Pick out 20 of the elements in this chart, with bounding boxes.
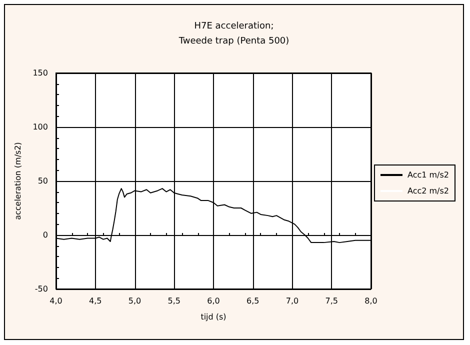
x-tick-label: 4,0 [50, 296, 62, 306]
chart-subtitle: Tweede trap (Penta 500) [178, 36, 290, 46]
x-tick-label: 4,5 [89, 296, 102, 306]
chart-title: H7E acceleration; [194, 22, 274, 32]
x-tick-label: 6,5 [246, 296, 260, 306]
y-tick-label: 100 [32, 122, 48, 132]
legend-label: Acc1 m/s2 [407, 170, 450, 180]
x-axis-title: tijd (s) [200, 312, 226, 322]
x-tick-label: 8,0 [364, 296, 378, 306]
y-tick-label: 150 [32, 68, 48, 78]
y-tick-label: 0 [42, 230, 48, 240]
y-axis-title: acceleration (m/s2) [13, 142, 22, 220]
x-tick-label: 5,5 [168, 296, 180, 306]
x-tick-label: 5,0 [128, 296, 142, 306]
x-tick-label: 6,0 [207, 296, 220, 306]
y-tick-label: -50 [34, 284, 48, 294]
x-tick-label: 7,0 [286, 296, 299, 306]
y-tick-label: 50 [38, 176, 48, 186]
x-tick-label: 7,5 [325, 296, 338, 306]
legend-label: Acc2 m/s2 [407, 186, 450, 196]
